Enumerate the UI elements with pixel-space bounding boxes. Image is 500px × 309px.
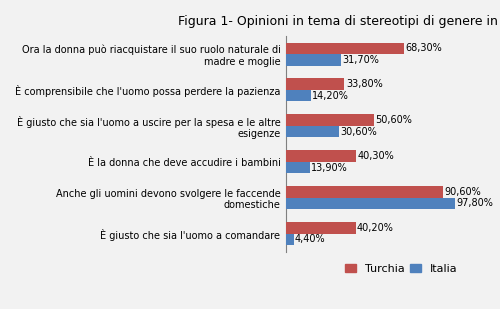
Bar — [286, 114, 374, 126]
Text: 68,30%: 68,30% — [406, 43, 442, 53]
Text: 97,80%: 97,80% — [456, 198, 494, 208]
Bar — [286, 198, 455, 209]
Bar — [286, 222, 356, 234]
Bar — [286, 54, 341, 66]
Bar — [286, 78, 344, 90]
Bar — [286, 43, 404, 54]
Text: 30,60%: 30,60% — [340, 127, 377, 137]
Title: Figura 1- Opinioni in tema di stereotipi di genere in Italia e Turchia: Figura 1- Opinioni in tema di stereotipi… — [178, 15, 500, 28]
Legend: Turchia, Italia: Turchia, Italia — [340, 259, 462, 278]
Bar — [286, 126, 339, 137]
Text: 13,90%: 13,90% — [312, 163, 348, 172]
Text: 14,20%: 14,20% — [312, 91, 349, 101]
Bar — [286, 162, 310, 173]
Text: 4,40%: 4,40% — [295, 234, 326, 244]
Text: 90,60%: 90,60% — [444, 187, 481, 197]
Text: 33,80%: 33,80% — [346, 79, 383, 89]
Bar — [286, 234, 294, 245]
Bar — [286, 150, 356, 162]
Bar — [286, 186, 443, 198]
Text: 40,20%: 40,20% — [357, 223, 394, 233]
Text: 40,30%: 40,30% — [357, 151, 394, 161]
Text: 50,60%: 50,60% — [375, 115, 412, 125]
Text: 31,70%: 31,70% — [342, 55, 379, 65]
Bar — [286, 90, 310, 101]
